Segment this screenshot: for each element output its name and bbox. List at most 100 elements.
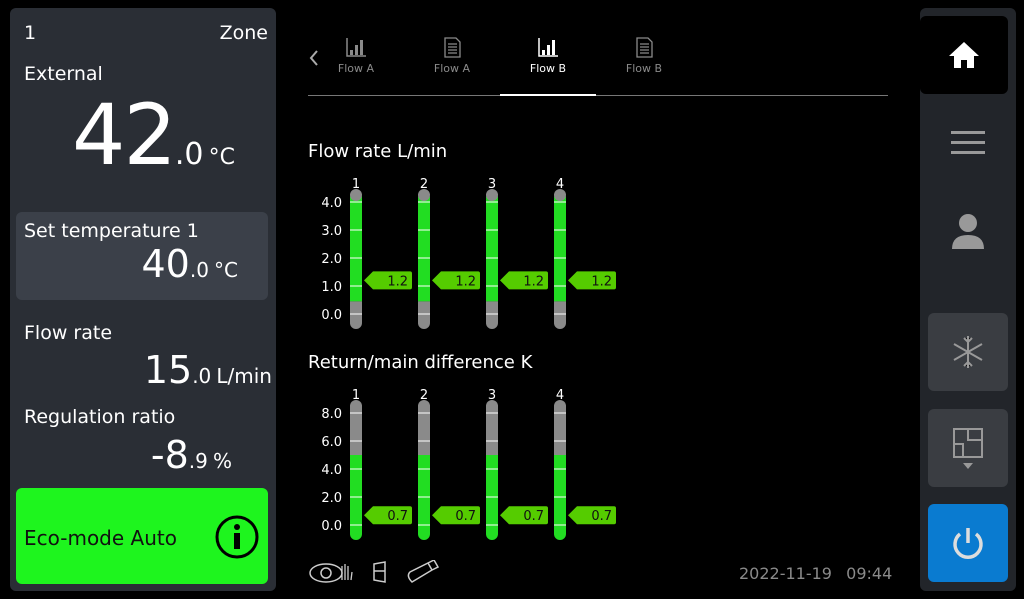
bar-green-range [486,455,498,534]
eco-mode-label: Eco-mode Auto [24,526,177,550]
tab-3[interactable]: Flow B [596,36,692,75]
datetime: 2022-11-19 09:44 [739,564,892,583]
value-label: 0.7 [591,509,612,524]
value-marker [364,506,412,525]
menu-icon [951,131,985,154]
bar-label: 1 [352,388,360,403]
zone-label: Zone [219,22,268,44]
regulation-ratio-value: -8.9 % [151,433,232,477]
bar-cap-top [554,400,566,412]
external-label: External [24,63,103,85]
home-button[interactable] [920,16,1008,94]
footer-icons [308,559,446,590]
power-button[interactable] [928,504,1008,582]
bar-green-range [418,455,430,534]
tick-label: 8.0 [321,407,342,422]
bar-chart-icon [346,38,366,57]
usb-stick-icon[interactable] [406,559,446,586]
power-icon [953,528,983,559]
value-marker [500,271,548,290]
bar-gray-range [554,301,566,323]
value-label: 1.2 [591,274,612,289]
bar-label: 3 [488,388,496,403]
bar-cap-bottom [554,528,566,540]
charts: 0.0 1.0 2.0 3.0 4.0 1 1.2 2 1.2 3 1.2 4 1.2 0.0 2.0 4.0… [321,177,616,540]
value-label: 0.7 [523,509,544,524]
tick-label: 6.0 [321,435,342,450]
value-label: 0.7 [455,509,476,524]
bar-cap-top [418,189,430,201]
bar-cap-top [350,400,362,412]
zone-panel: 1 Zone External 42.0 °C Set temperature … [10,8,276,591]
tab-0[interactable]: Flow A [308,36,404,75]
external-unit: °C [208,145,235,170]
return-diff-title: Return/main difference K [308,352,533,373]
bar-chart-icon [538,38,558,57]
set-dec: .0 [189,258,209,282]
value-marker [432,506,480,525]
home-icon [949,42,979,68]
set-unit: °C [214,258,238,282]
bar-cap-bottom [418,317,430,329]
snowflake-icon [953,336,983,368]
flow-dec: .0 [192,364,212,388]
flow-rate-value: 15.0 L/min [144,348,272,392]
bar-gray-range [418,406,430,455]
cabinet-icon[interactable] [369,560,399,586]
value-label: 1.2 [455,274,476,289]
tab-label: Flow A [433,62,471,75]
bar-cap-top [486,400,498,412]
menu-button[interactable] [928,104,1008,182]
tick-label: 0.0 [321,308,342,323]
document-icon [636,37,653,58]
snowflake-button[interactable] [928,313,1008,391]
floorplan-button[interactable] [928,409,1008,487]
external-temperature: 42.0 °C [72,86,235,184]
info-icon[interactable] [214,514,260,560]
bar-gray-range [554,406,566,455]
bar-label: 4 [556,388,564,403]
flow-int: 15 [143,348,193,392]
bar-green-range [350,196,362,302]
external-int: 42 [72,86,177,184]
bar-cap-top [486,189,498,201]
bar-label: 1 [352,177,360,192]
bar-cap-top [554,189,566,201]
floorplan-icon [953,428,983,469]
value-marker [568,271,616,290]
flow-unit: L/min [216,364,272,388]
bar-green-range [350,455,362,534]
bar-cap-bottom [486,528,498,540]
date: 2022-11-19 [739,564,832,583]
value-label: 0.7 [387,509,408,524]
tick-label: 2.0 [321,491,342,506]
tab-label: Flow B [529,62,567,75]
reg-int: -8 [150,433,189,477]
document-icon [444,37,461,58]
flow-rate-title: Flow rate L/min [308,141,448,162]
value-label: 1.2 [387,274,408,289]
user-button[interactable] [928,192,1008,270]
value-label: 1.2 [523,274,544,289]
bar-cap-bottom [486,317,498,329]
tick-label: 2.0 [321,252,342,267]
tab-1[interactable]: Flow A [404,36,500,75]
bar-gray-range [418,301,430,323]
value-marker [364,271,412,290]
tab-label: Flow B [625,62,663,75]
eye-hand-icon[interactable] [308,560,354,586]
tab-2[interactable]: Flow B [500,36,596,96]
value-marker [568,506,616,525]
bar-cap-bottom [350,528,362,540]
eco-mode-button[interactable]: Eco-mode Auto [16,488,268,584]
reg-dec: .9 [188,449,208,473]
back-chevron-icon[interactable] [308,48,320,68]
flow-rate-label: Flow rate [24,322,113,344]
bar-gray-range [486,301,498,323]
bar-cap-bottom [418,528,430,540]
set-temperature-button[interactable]: Set temperature 1 40.0 °C [16,212,268,300]
tab-label: Flow A [337,62,375,75]
bar-cap-top [350,189,362,201]
value-marker [500,506,548,525]
reg-unit: % [212,449,232,473]
